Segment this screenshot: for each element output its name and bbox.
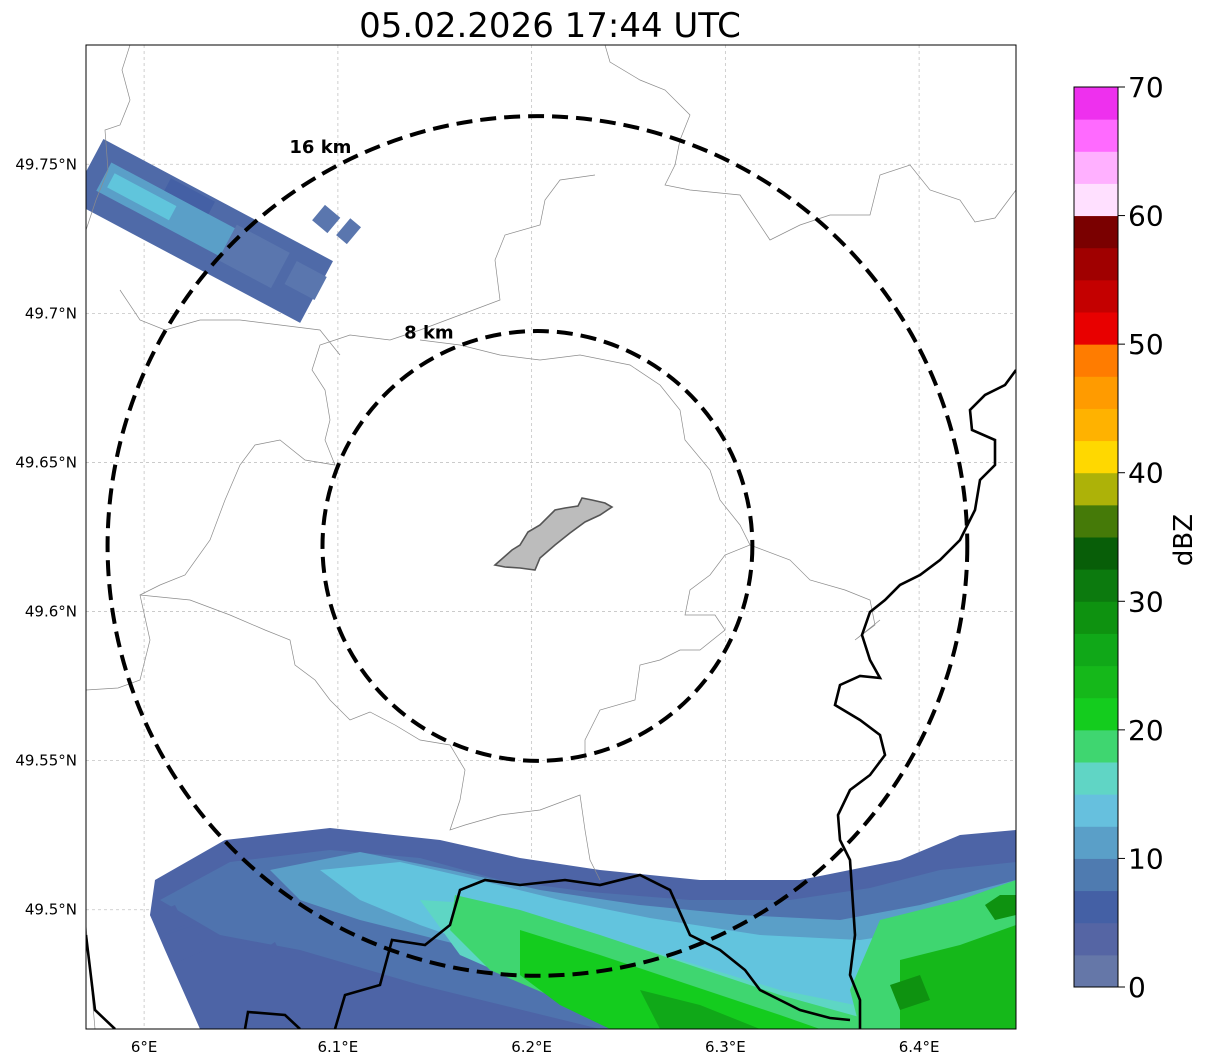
- range-ring-8km: [320, 329, 755, 763]
- range-rings: 16 km 8 km: [105, 114, 970, 978]
- lat-tick-label: 49.65°N: [15, 453, 77, 471]
- colorbar-segment: [1074, 183, 1118, 217]
- colorbar-segment: [1074, 729, 1118, 763]
- colorbar-segment: [1074, 922, 1118, 956]
- national-border: [86, 369, 1016, 1029]
- colorbar-segment: [1074, 440, 1118, 474]
- colorbar-segment: [1074, 633, 1118, 667]
- colorbar-segment: [1074, 890, 1118, 924]
- colorbar-tick-label: 30: [1128, 585, 1164, 618]
- map-frame: [85, 44, 1017, 1030]
- colorbar-segment: [1074, 826, 1118, 859]
- colorbar-tick-label: 60: [1128, 200, 1164, 233]
- colorbar-segment: [1074, 472, 1118, 506]
- colorbar-tick-label: 40: [1128, 457, 1164, 490]
- map-title: 05.02.2026 17:44 UTC: [359, 6, 741, 46]
- map-panel: 16 km 8 km 6°E 6.1°E 6.2°E 6.3°E 6.4°E 49.75°N…: [15, 44, 1017, 1056]
- colorbar-segment: [1074, 119, 1118, 152]
- colorbar-segment: [1074, 858, 1118, 892]
- lon-tick-label: 6.3°E: [705, 1038, 746, 1056]
- reflectivity-band-south: [150, 828, 1016, 1029]
- colorbar-frame: [1073, 86, 1119, 988]
- lat-tick-label: 49.6°N: [25, 603, 77, 621]
- colorbar-segment: [1074, 665, 1118, 699]
- axis-tick-labels: 6°E 6.1°E 6.2°E 6.3°E 6.4°E 49.75°N 49.7°N 49.6…: [15, 155, 939, 1056]
- colorbar-segment: [1074, 279, 1118, 313]
- reflectivity-cluster-northwest: [86, 139, 361, 323]
- colorbar-tick-label: 50: [1128, 328, 1164, 361]
- colorbar-segment: [1074, 504, 1118, 538]
- colorbar-tick-label: 0: [1128, 971, 1146, 1004]
- colorbar-tick-label: 10: [1128, 842, 1164, 875]
- colorbar-tick-label: 20: [1128, 714, 1164, 747]
- colorbar-segment: [1074, 954, 1118, 988]
- lat-tick-label: 49.75°N: [15, 155, 77, 173]
- range-ring-label: 16 km: [289, 137, 351, 158]
- colorbar-segment: [1074, 762, 1118, 795]
- lon-tick-label: 6.1°E: [317, 1038, 358, 1056]
- municipality-highlight: [493, 497, 614, 571]
- lat-tick-label: 49.7°N: [25, 304, 77, 322]
- colorbar-segment: [1074, 408, 1118, 442]
- colorbar-segment: [1074, 794, 1118, 827]
- colorbar: 0 10 20 30 40 50 60 70: [1073, 71, 1164, 1004]
- lat-tick-label: 49.55°N: [15, 752, 77, 770]
- colorbar-tick-label: 70: [1128, 71, 1164, 104]
- range-ring-label: 8 km: [404, 322, 454, 343]
- colorbar-segment: [1074, 537, 1118, 570]
- lon-tick-label: 6.2°E: [511, 1038, 552, 1056]
- range-ring-16km: [105, 114, 970, 978]
- colorbar-segment: [1074, 344, 1118, 377]
- lon-tick-label: 6.4°E: [899, 1038, 940, 1056]
- colorbar-label: dBZ: [1169, 514, 1199, 566]
- colorbar-segment: [1074, 601, 1118, 634]
- colorbar-segment: [1074, 569, 1118, 602]
- colorbar-segment: [1074, 697, 1118, 731]
- lat-tick-label: 49.5°N: [25, 901, 77, 919]
- colorbar-segment: [1074, 87, 1118, 120]
- colorbar-segment: [1074, 215, 1118, 249]
- colorbar-segment: [1074, 247, 1118, 281]
- colorbar-segment: [1074, 376, 1118, 409]
- colorbar-segment: [1074, 312, 1118, 345]
- colorbar-segment: [1074, 151, 1118, 184]
- lon-tick-label: 6°E: [131, 1038, 158, 1056]
